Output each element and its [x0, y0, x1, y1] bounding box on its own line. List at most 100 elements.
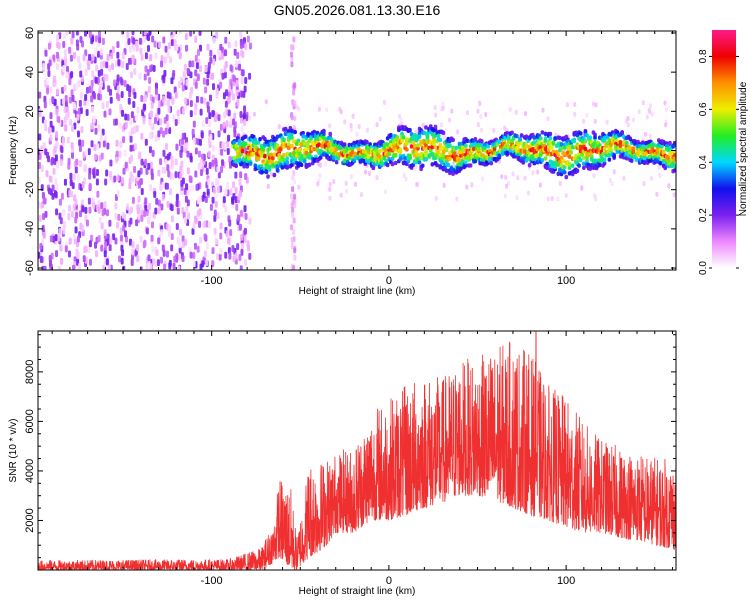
heatmap-cell: [98, 82, 102, 90]
heatmap-cell: [178, 241, 182, 249]
heatmap-cell: [70, 142, 74, 150]
heatmap-cell: [543, 156, 548, 161]
heatmap-cell: [207, 62, 211, 70]
heatmap-cell: [140, 209, 144, 217]
heatmap-cell: [38, 214, 42, 222]
heatmap-cell: [47, 42, 51, 50]
heatmap-cell: [209, 56, 213, 64]
heatmap-cell: [602, 157, 607, 163]
heatmap-cell: [108, 244, 112, 252]
heatmap-cell: [149, 263, 153, 270]
heatmap-cell: [156, 259, 160, 267]
heatmap-cell: [82, 54, 86, 62]
heatmap-cell: [492, 127, 496, 133]
heatmap-cell: [154, 207, 158, 215]
heatmap-cell: [256, 140, 261, 145]
heatmap-cell: [612, 154, 616, 159]
heatmap-cell: [101, 209, 105, 217]
heatmap-cell: [112, 233, 116, 241]
heatmap-cell: [125, 63, 129, 71]
heatmap-cell: [193, 108, 197, 116]
heatmap-cell: [518, 136, 522, 142]
heatmap-cell: [365, 127, 369, 133]
heatmap-cell: [225, 230, 229, 238]
heatmap-cell: [294, 141, 299, 147]
heatmap-cell: [593, 140, 597, 146]
heatmap-cell: [115, 60, 119, 68]
heatmap-cell: [211, 83, 215, 91]
heatmap-cell: [199, 236, 203, 244]
heatmap-cell: [151, 245, 155, 253]
heatmap-cell: [629, 158, 634, 163]
heatmap-cell: [413, 165, 417, 171]
heatmap-cell: [194, 54, 198, 62]
heatmap-cell: [54, 154, 58, 162]
heatmap-cell: [302, 141, 307, 146]
heatmap-cell: [320, 143, 325, 148]
heatmap-cell: [209, 49, 213, 57]
heatmap-cell: [217, 185, 221, 193]
heatmap-cell: [432, 133, 436, 138]
heatmap-cell: [129, 117, 133, 125]
heatmap-cell: [290, 44, 294, 51]
snr-ytick-label: 8000: [24, 360, 36, 384]
heatmap-cell: [157, 206, 161, 214]
heatmap-cell: [660, 144, 664, 149]
heatmap-cell: [167, 170, 171, 178]
heatmap-cell: [167, 105, 171, 113]
heatmap-cell: [211, 247, 215, 255]
heatmap-cell: [188, 60, 192, 68]
heatmap-cell: [164, 98, 168, 106]
heatmap-cell: [500, 151, 505, 156]
heatmap-cell: [105, 258, 109, 266]
heatmap-cell: [75, 31, 79, 36]
heatmap-cell: [217, 114, 221, 122]
heatmap-cell: [205, 242, 209, 250]
heatmap-cell: [188, 91, 192, 99]
heatmap-cell: [240, 125, 244, 133]
heatmap-cell: [118, 122, 122, 130]
heatmap-cell: [237, 193, 241, 201]
heatmap-cell: [149, 54, 153, 62]
heatmap-cell: [87, 246, 91, 254]
heatmap-cell: [378, 116, 382, 122]
colorbar-tick-label: 0.2: [698, 208, 709, 222]
heatmap-cell: [134, 249, 138, 257]
heatmap-cell: [48, 175, 52, 183]
heatmap-cell: [235, 79, 239, 87]
heatmap-cell: [451, 171, 455, 177]
heatmap-cell: [578, 131, 583, 136]
heatmap-cell: [160, 229, 164, 237]
heatmap-cell: [100, 152, 104, 160]
heatmap-cell: [232, 118, 236, 126]
heatmap-cell: [75, 82, 79, 90]
heatmap-cell: [562, 170, 567, 175]
heatmap-cell: [519, 133, 524, 138]
heatmap-cell: [76, 251, 80, 259]
heatmap-cell: [143, 35, 147, 43]
heatmap-cell: [139, 235, 143, 243]
heatmap-cell: [516, 143, 521, 148]
heatmap-cell: [148, 203, 152, 211]
heatmap-cell: [94, 127, 98, 135]
heatmap-cell: [296, 138, 301, 143]
heatmap-cell: [98, 36, 102, 44]
heatmap-cell: [181, 132, 185, 140]
heatmap-cell: [263, 153, 267, 159]
heatmap-cell: [480, 127, 484, 133]
heatmap-cell: [184, 97, 188, 105]
heatmap-cell: [213, 214, 217, 222]
heatmap-cell: [159, 118, 163, 126]
heatmap-xtick-label: 0: [386, 275, 392, 287]
heatmap-cell: [65, 65, 69, 73]
heatmap-cell: [162, 149, 166, 157]
heatmap-cell: [433, 105, 437, 111]
heatmap-cell: [240, 148, 245, 154]
heatmap-cell: [489, 153, 494, 158]
heatmap-cell: [293, 202, 297, 209]
heatmap-cell: [88, 53, 92, 61]
heatmap-cell: [219, 222, 223, 230]
heatmap-cell: [234, 159, 238, 164]
heatmap-cell: [434, 196, 438, 202]
heatmap-cell: [202, 77, 206, 85]
